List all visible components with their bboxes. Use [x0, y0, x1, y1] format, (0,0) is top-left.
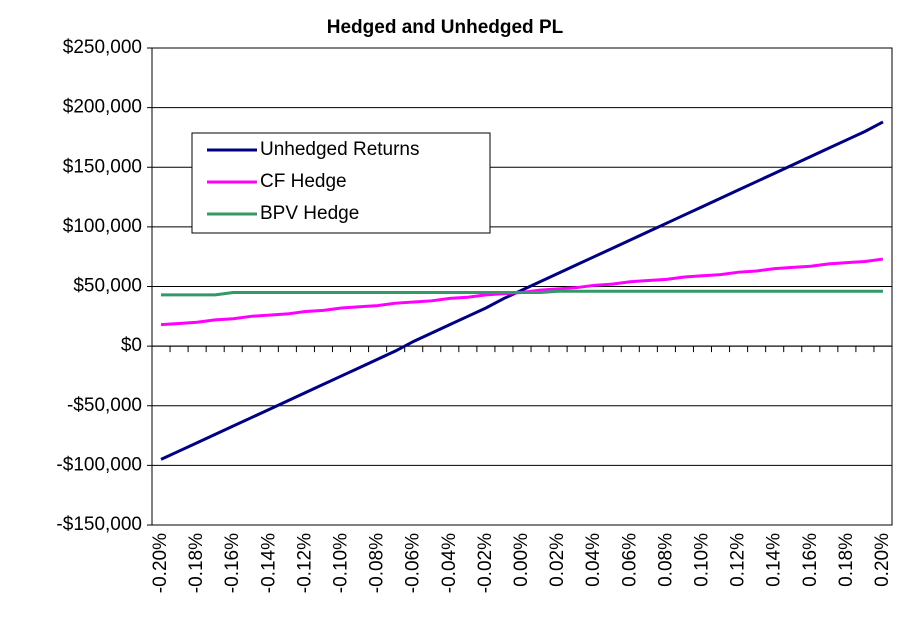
- x-tick-label: -0.14%: [258, 533, 279, 593]
- x-tick-label: 0.20%: [872, 533, 893, 587]
- y-tick-label: $250,000: [63, 37, 142, 58]
- x-tick-label: -0.10%: [331, 533, 352, 593]
- x-tick-label: 0.14%: [764, 533, 785, 587]
- x-tick-label: -0.04%: [439, 533, 460, 593]
- legend-label: BPV Hedge: [260, 203, 359, 224]
- x-tick-label: 0.00%: [511, 533, 532, 587]
- y-tick-label: -$150,000: [56, 514, 142, 535]
- x-tick-label: -0.06%: [403, 533, 424, 593]
- x-tick-label: -0.20%: [150, 533, 171, 593]
- legend-label: Unhedged Returns: [260, 139, 420, 160]
- x-tick-label: 0.16%: [800, 533, 821, 587]
- y-tick-label: $50,000: [73, 276, 142, 297]
- x-tick-label: 0.10%: [692, 533, 713, 587]
- x-tick-label: 0.02%: [547, 533, 568, 587]
- x-tick-label: 0.04%: [583, 533, 604, 587]
- y-tick-label: -$100,000: [56, 454, 142, 475]
- y-tick-label: $200,000: [63, 97, 142, 118]
- x-tick-label: -0.18%: [186, 533, 207, 593]
- series-line: [161, 289, 883, 297]
- y-tick-label: $150,000: [63, 156, 142, 177]
- y-tick-label: $100,000: [63, 216, 142, 237]
- x-tick-label: -0.08%: [367, 533, 388, 593]
- series-line: [160, 120, 884, 461]
- x-tick-label: 0.12%: [728, 533, 749, 587]
- x-tick-label: -0.12%: [294, 533, 315, 593]
- x-tick-label: 0.18%: [836, 533, 857, 587]
- x-tick-label: 0.06%: [619, 533, 640, 587]
- x-tick-label: 0.08%: [655, 533, 676, 587]
- y-tick-label: -$50,000: [67, 395, 142, 416]
- y-tick-label: $0: [121, 335, 142, 356]
- x-tick-label: -0.02%: [475, 533, 496, 593]
- x-tick-label: -0.16%: [222, 533, 243, 593]
- legend-label: CF Hedge: [260, 171, 347, 192]
- chart-title: Hedged and Unhedged PL: [327, 17, 564, 38]
